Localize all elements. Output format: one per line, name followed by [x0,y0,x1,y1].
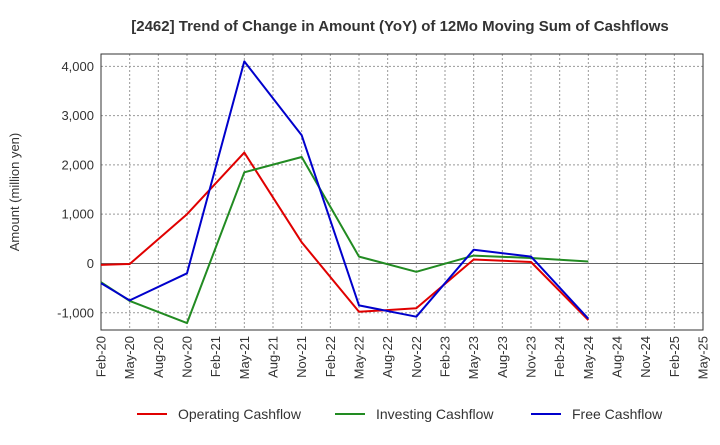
x-tick-label: May-25 [696,336,711,379]
legend-item: Investing Cashflow [335,406,494,422]
x-tick-label: May-24 [581,336,596,379]
series-line-free-cashflow [100,60,590,320]
series-line-operating-cashflow [100,151,590,321]
legend: Operating Cashflow Investing Cashflow Free… [137,406,663,422]
x-tick-labels: Feb-20 May-20 Aug-20 Nov-20 Feb-21 May-21 Aug-… [94,336,711,379]
x-tick-label: Aug-23 [495,336,510,378]
x-tick-label: May-20 [122,336,137,379]
legend-label: Investing Cashflow [376,406,494,422]
y-tick-label: 3,000 [61,108,94,123]
x-tick-label: Nov-21 [294,336,309,378]
x-tick-label: Nov-23 [524,336,539,378]
x-tick-label: May-23 [466,336,481,379]
x-tick-label: Feb-24 [552,336,567,377]
y-tick-label: 2,000 [61,157,94,172]
legend-item: Operating Cashflow [137,406,302,422]
x-tick-label: May-21 [237,336,252,379]
x-tick-label: Feb-23 [438,336,453,377]
x-tick-label: Feb-25 [667,336,682,377]
x-tick-label: Aug-22 [380,336,395,378]
series-line-investing-cashflow [100,156,589,325]
y-tick-labels: -1,000 0 1,000 2,000 3,000 4,000 [57,59,94,320]
x-tick-label: Aug-24 [610,336,625,378]
x-tick-label: Feb-21 [208,336,223,377]
x-tick-label: Nov-20 [180,336,195,378]
y-tick-label: -1,000 [57,305,94,320]
plot-area [100,53,704,331]
y-tick-label: 0 [87,256,94,271]
series-lines [100,60,590,325]
x-tick-label: May-22 [352,336,367,379]
grid [100,54,704,330]
legend-item: Free Cashflow [531,406,663,422]
legend-label: Operating Cashflow [178,406,302,422]
y-axis-label: Amount (million yen) [7,133,22,252]
x-tick-label: Feb-22 [323,336,338,377]
x-tick-label: Feb-20 [94,336,109,377]
legend-label: Free Cashflow [572,406,663,422]
x-tick-label: Nov-24 [638,336,653,378]
x-tick-label: Aug-21 [266,336,281,378]
chart-title: [2462] Trend of Change in Amount (YoY) o… [131,18,669,35]
y-tick-label: 4,000 [61,59,94,74]
x-tick-label: Aug-20 [151,336,166,378]
y-tick-label: 1,000 [61,207,94,222]
x-tick-label: Nov-22 [409,336,424,378]
